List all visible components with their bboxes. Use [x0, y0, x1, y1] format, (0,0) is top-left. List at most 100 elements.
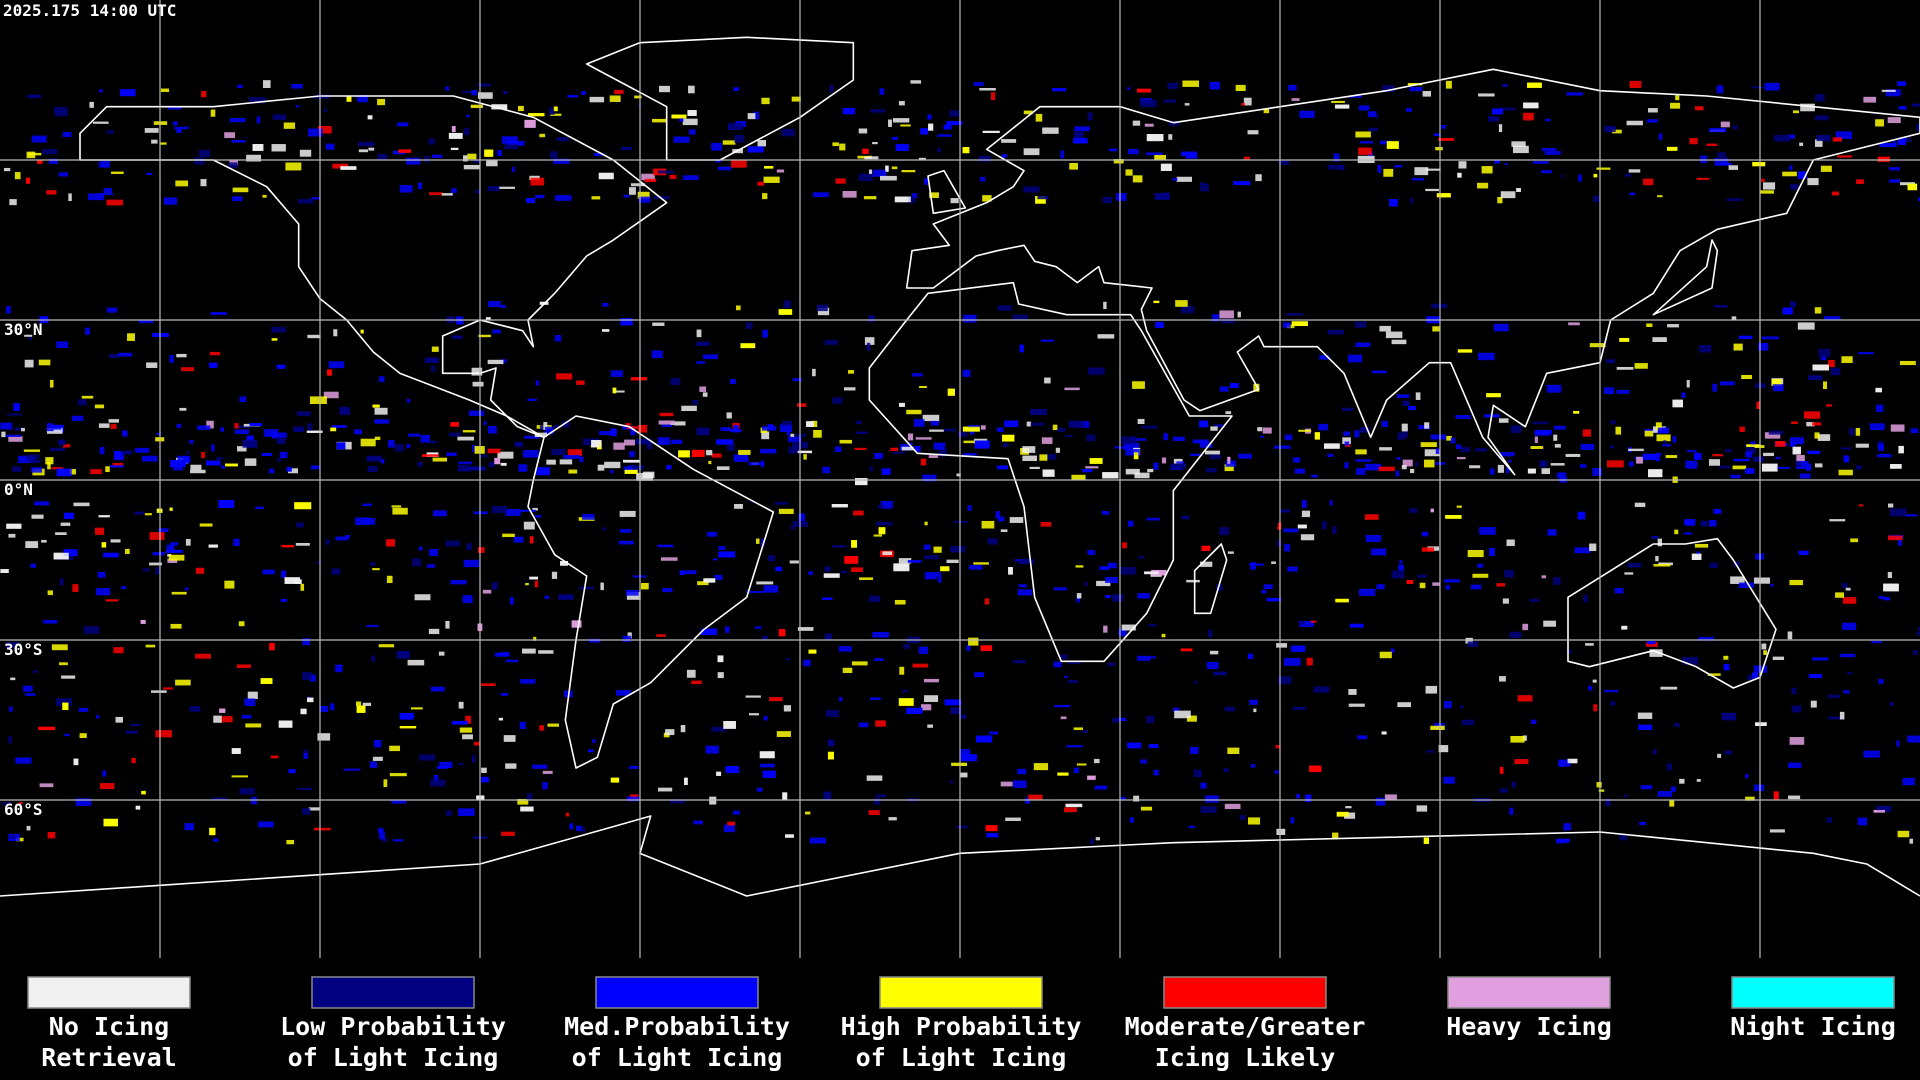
icing-pixel — [1663, 440, 1667, 447]
icing-pixel — [473, 741, 480, 746]
icing-pixel — [1057, 428, 1066, 432]
icing-pixel — [1004, 420, 1019, 427]
icing-pixel — [641, 173, 655, 181]
icing-pixel — [1694, 543, 1709, 548]
icing-pixel — [1889, 167, 1901, 171]
icing-pixel — [610, 777, 620, 783]
icing-pixel — [785, 834, 794, 838]
icing-pixel — [1297, 524, 1307, 529]
icing-pixel — [1082, 469, 1093, 473]
icing-pixel — [5, 434, 21, 437]
icing-pixel — [569, 823, 574, 830]
icing-pixel — [928, 455, 938, 458]
icing-pixel — [505, 659, 519, 663]
icing-pixel — [665, 729, 675, 736]
icing-pixel — [78, 707, 89, 712]
icing-pixel — [1116, 717, 1127, 722]
icing-pixel — [1550, 463, 1565, 466]
icing-pixel — [190, 464, 202, 470]
icing-pixel — [881, 468, 891, 475]
icing-pixel — [674, 421, 686, 426]
icing-pixel — [640, 582, 649, 590]
icing-pixel — [1638, 724, 1653, 730]
icing-pixel — [761, 97, 770, 105]
icing-pixel — [1082, 730, 1088, 733]
icing-pixel — [950, 546, 966, 553]
icing-pixel — [898, 558, 912, 564]
icing-pixel — [646, 442, 652, 450]
icing-pixel — [544, 595, 550, 600]
icing-pixel — [487, 359, 504, 365]
icing-pixel — [1089, 839, 1094, 845]
icing-pixel — [1583, 595, 1588, 603]
icing-pixel — [1160, 163, 1172, 171]
icing-pixel — [1709, 127, 1726, 133]
icing-pixel — [880, 501, 893, 509]
icing-pixel — [740, 343, 756, 349]
icing-pixel — [311, 197, 321, 200]
icing-pixel — [781, 128, 795, 137]
icing-pixel — [688, 85, 695, 94]
icing-pixel — [1773, 134, 1791, 142]
icing-pixel — [851, 567, 864, 572]
icing-pixel — [1206, 661, 1219, 670]
icing-pixel — [8, 436, 23, 442]
icing-pixel — [716, 439, 734, 445]
icing-pixel — [1763, 452, 1775, 457]
icing-pixel — [200, 179, 207, 187]
icing-pixel — [205, 460, 221, 466]
icing-pixel — [1012, 780, 1027, 788]
icing-pixel — [1666, 763, 1673, 771]
icing-pixel — [1776, 466, 1791, 469]
icing-pixel — [37, 159, 43, 164]
icing-pixel — [1445, 515, 1462, 519]
icing-pixel — [15, 757, 32, 764]
icing-pixel — [1762, 182, 1776, 190]
icing-pixel — [1073, 138, 1088, 144]
icing-pixel — [1224, 803, 1241, 810]
icing-pixel — [1151, 569, 1167, 576]
icing-pixel — [1087, 112, 1093, 121]
icing-pixel — [1399, 560, 1403, 564]
icing-pixel — [1365, 534, 1382, 542]
icing-pixel — [1509, 807, 1514, 815]
icing-pixel — [922, 414, 940, 422]
icing-pixel — [271, 144, 286, 152]
icing-pixel — [360, 329, 364, 334]
icing-pixel — [779, 424, 793, 432]
icing-pixel — [795, 433, 807, 437]
icing-pixel — [1167, 82, 1178, 89]
icing-pixel — [532, 764, 548, 769]
icing-pixel — [1174, 710, 1191, 719]
icing-pixel — [127, 333, 135, 341]
icing-pixel — [678, 450, 690, 458]
icing-pixel — [619, 528, 632, 533]
icing-pixel — [58, 439, 66, 446]
icing-pixel — [220, 465, 226, 469]
icing-pixel — [683, 175, 699, 181]
icing-pixel — [1293, 457, 1301, 463]
icing-pixel — [1221, 318, 1235, 324]
icing-pixel — [458, 808, 475, 817]
icing-pixel — [1918, 627, 1920, 631]
icing-pixel — [238, 621, 245, 627]
icing-pixel — [367, 465, 378, 472]
icing-pixel — [756, 581, 774, 585]
icing-pixel — [1788, 795, 1801, 800]
icing-pixel — [1750, 441, 1756, 446]
icing-pixel — [600, 582, 604, 591]
icing-pixel — [360, 438, 376, 447]
icing-pixel — [1266, 597, 1282, 602]
icing-pixel — [538, 650, 554, 654]
icing-pixel — [411, 707, 423, 710]
icing-pixel — [1775, 441, 1786, 447]
icing-pixel — [976, 735, 993, 743]
icing-pixel — [726, 444, 735, 451]
icing-pixel — [671, 114, 687, 119]
icing-pixel — [430, 686, 445, 692]
icing-pixel — [1382, 85, 1395, 93]
icing-pixel — [1772, 384, 1784, 392]
icing-pixel — [754, 626, 762, 629]
icing-pixel — [892, 118, 910, 123]
icing-pixel — [1052, 88, 1067, 92]
